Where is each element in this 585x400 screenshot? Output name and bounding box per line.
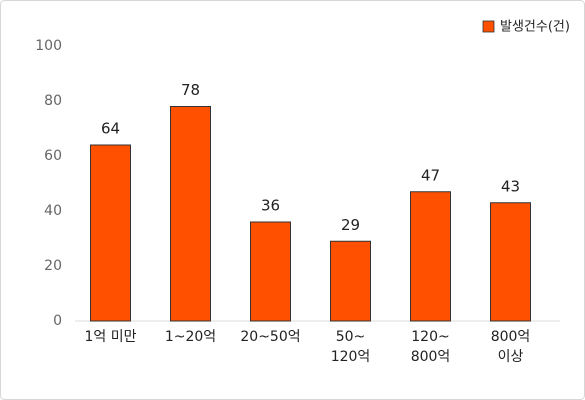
x-tick-line: 1~20억 <box>165 329 216 345</box>
bar <box>250 221 291 322</box>
x-tick-line: 20~50억 <box>240 329 300 345</box>
x-tick-line: 50~ <box>336 329 366 345</box>
x-tick-label: 120~ 800억 <box>411 329 451 365</box>
value-label: 36 <box>261 197 280 215</box>
x-tick-label: 1억 미만 <box>85 329 137 345</box>
y-tick-label: 20 <box>44 258 62 274</box>
x-tick-line: 800억 <box>491 329 531 345</box>
bar <box>490 202 531 322</box>
x-tick-line: 800억 <box>411 349 451 365</box>
x-tick-line: 120~ <box>411 329 449 345</box>
y-tick-label: 100 <box>35 38 62 54</box>
x-tick-line: 이상 <box>498 349 524 365</box>
x-tick-label: 50~ 120억 <box>331 329 371 365</box>
y-tick-label: 0 <box>53 313 62 329</box>
legend-swatch <box>482 20 495 33</box>
x-tick-label: 20~50억 <box>240 329 300 345</box>
value-label: 78 <box>181 81 200 99</box>
y-tick-label: 80 <box>44 93 62 109</box>
bar <box>410 191 451 322</box>
x-tick-line: 1억 미만 <box>85 329 137 345</box>
value-label: 29 <box>341 216 360 234</box>
value-label: 64 <box>101 120 120 138</box>
bar <box>170 106 211 322</box>
value-label: 47 <box>421 166 440 184</box>
y-tick-label: 40 <box>44 203 62 219</box>
bar <box>330 240 371 322</box>
value-label: 43 <box>501 177 520 195</box>
x-tick-line: 120억 <box>331 349 371 365</box>
bar <box>90 144 131 322</box>
x-tick-label: 1~20억 <box>165 329 216 345</box>
legend-label: 발생건수(건) <box>500 20 570 35</box>
y-tick-label: 60 <box>44 148 62 164</box>
